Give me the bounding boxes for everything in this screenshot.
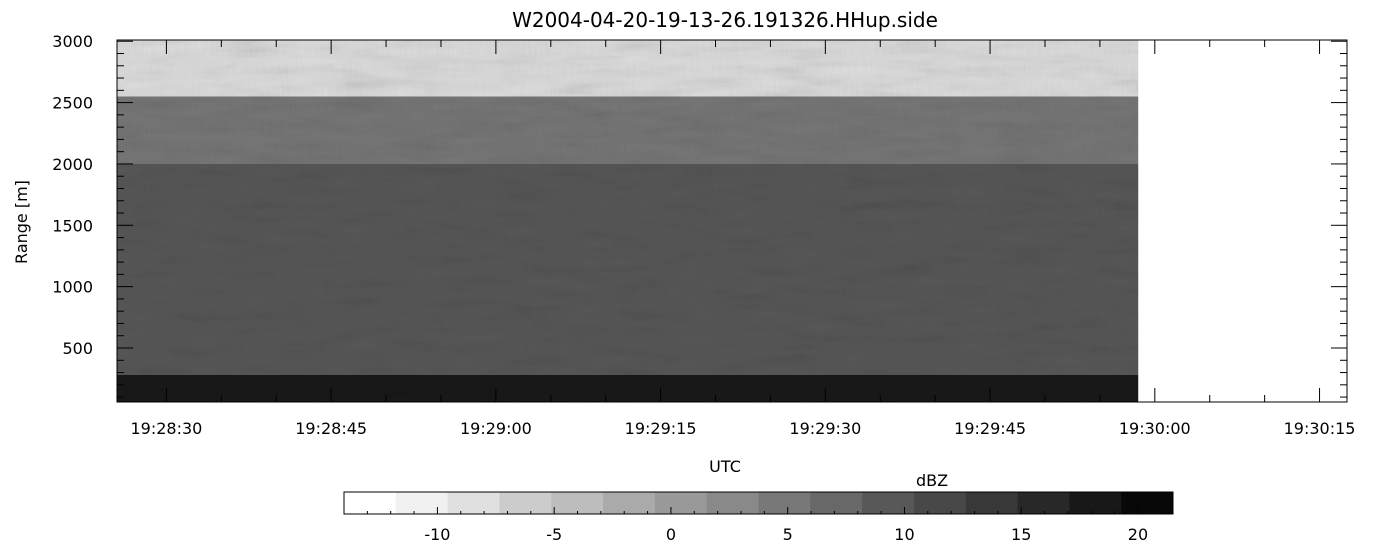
colorbar-level xyxy=(1017,492,1070,514)
y-axis: 500 1000 1500 2000 2500 3000 xyxy=(52,32,1347,398)
colorbar-level xyxy=(862,492,915,514)
y-tick-label: 3000 xyxy=(52,32,93,51)
y-axis-label: Range [m] xyxy=(12,180,31,264)
colorbar-level xyxy=(395,492,449,514)
colorbar-tick-label: 20 xyxy=(1128,525,1148,544)
y-tick-label: 1000 xyxy=(52,278,93,297)
x-tick-label: 19:29:00 xyxy=(460,419,532,438)
x-axis-label: UTC xyxy=(709,457,741,476)
colorbar-level xyxy=(499,492,552,514)
x-tick-label: 19:30:15 xyxy=(1284,419,1356,438)
heatmap-image xyxy=(117,40,1139,402)
plot-frame xyxy=(116,39,1348,403)
y-tick-label: 2000 xyxy=(52,155,93,174)
colorbar-tick-label: -10 xyxy=(424,525,450,544)
colorbar-level xyxy=(447,492,500,514)
colorbar-level xyxy=(758,492,811,514)
x-tick-label: 19:28:30 xyxy=(130,419,202,438)
y-tick-label: 500 xyxy=(62,339,93,358)
colorbar-label: dBZ xyxy=(916,471,948,490)
heatmap-noise xyxy=(117,40,1139,402)
y-tick-label: 2500 xyxy=(52,94,93,113)
y-tick-label: 1500 xyxy=(52,216,93,235)
x-tick-label: 19:30:00 xyxy=(1119,419,1191,438)
x-tick-label: 19:28:45 xyxy=(295,419,367,438)
x-tick-label: 19:29:30 xyxy=(789,419,861,438)
colorbar-level xyxy=(1069,492,1122,514)
colorbar-level xyxy=(603,492,656,514)
x-tick-label: 19:29:45 xyxy=(954,419,1026,438)
colorbar-level xyxy=(965,492,1019,514)
colorbar-tick-label: 15 xyxy=(1011,525,1031,544)
colorbar-level xyxy=(1121,492,1174,514)
colorbar-level xyxy=(654,492,708,514)
x-tick-label: 19:29:15 xyxy=(625,419,697,438)
colorbar-level xyxy=(344,492,397,514)
colorbar-level xyxy=(810,492,863,514)
colorbar-level xyxy=(551,492,604,514)
colorbar-frame xyxy=(343,491,1174,515)
chart-title: W2004-04-20-19-13-26.191326.HHup.side xyxy=(512,8,938,32)
colorbar-tick-label: -5 xyxy=(546,525,562,544)
colorbar-level xyxy=(913,492,967,514)
colorbar: -10 -5 0 5 10 15 20 xyxy=(343,491,1174,544)
colorbar-level xyxy=(706,492,759,514)
colorbar-tick-label: 5 xyxy=(783,525,793,544)
colorbar-tick-label: 0 xyxy=(666,525,676,544)
x-axis: 19:28:30 19:28:45 19:29:00 19:29:15 19:29:30… xyxy=(130,40,1355,438)
colorbar-tick-label: 10 xyxy=(894,525,914,544)
